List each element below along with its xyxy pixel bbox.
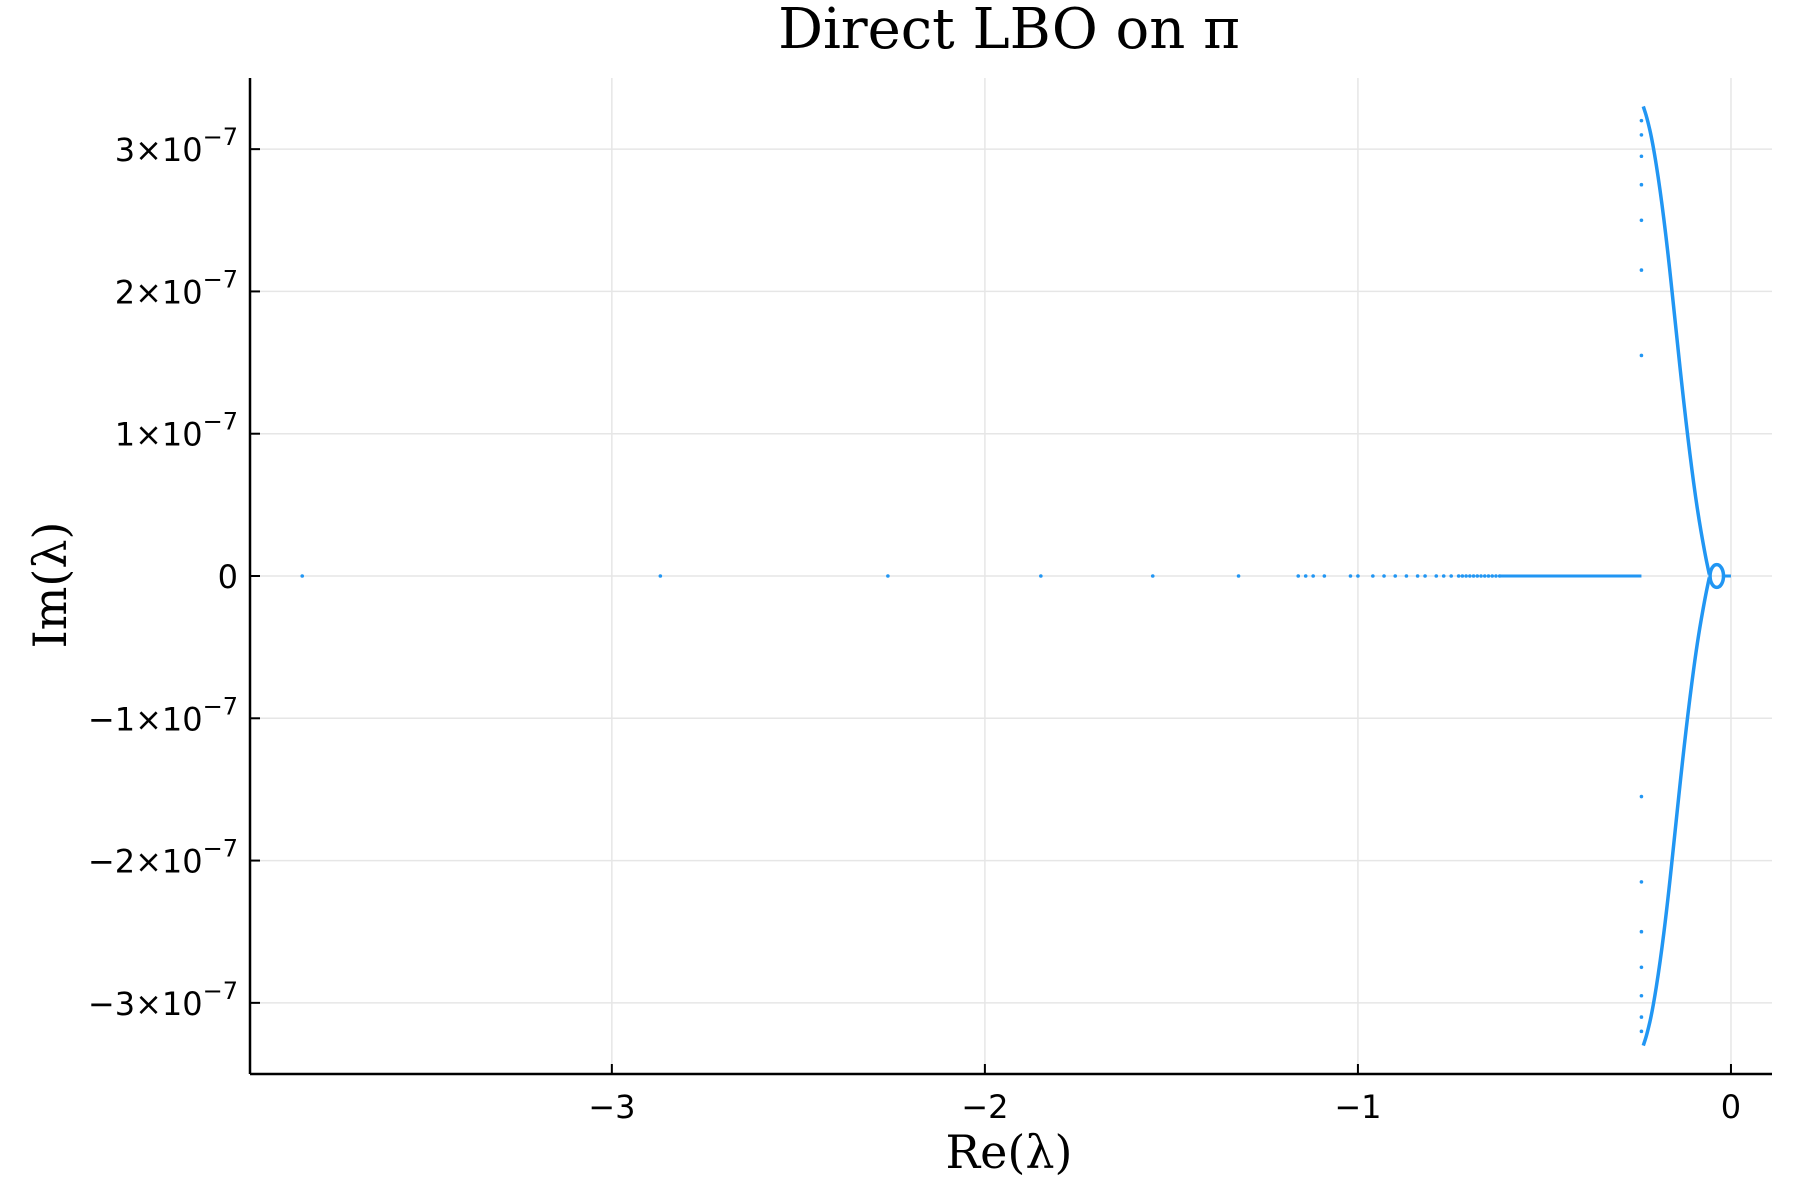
real-point-15 bbox=[1404, 574, 1409, 578]
y-tick-label-6: −3×10−7 bbox=[88, 977, 238, 1023]
vertical-point-2 bbox=[1639, 154, 1644, 159]
real-point-20 bbox=[1449, 574, 1453, 578]
real-point-6 bbox=[1296, 574, 1301, 578]
real-point-23 bbox=[1464, 574, 1468, 578]
grid bbox=[250, 78, 1772, 1074]
vertical-point-6 bbox=[1639, 353, 1644, 358]
vertical-point-3 bbox=[1639, 182, 1644, 187]
real-point-24 bbox=[1468, 574, 1472, 578]
y-tick-label-2: 1×10−7 bbox=[115, 408, 238, 454]
vertical-point-13 bbox=[1639, 1029, 1644, 1034]
x-tick-label-1: −2 bbox=[961, 1088, 1008, 1126]
upper-curve bbox=[1641, 105, 1712, 575]
y-tick-label-5: −2×10−7 bbox=[88, 835, 238, 881]
real-point-32 bbox=[1497, 574, 1502, 578]
y-tick-label-4: −1×10−7 bbox=[88, 692, 238, 738]
axes bbox=[248, 78, 1772, 1076]
small-loop bbox=[1708, 562, 1726, 590]
vertical-point-12 bbox=[1639, 1015, 1644, 1019]
real-point-7 bbox=[1303, 574, 1308, 578]
vertical-point-1 bbox=[1639, 133, 1644, 137]
real-point-5 bbox=[1236, 574, 1241, 578]
real-point-30 bbox=[1490, 574, 1495, 578]
vertical-point-7 bbox=[1639, 794, 1644, 799]
real-point-12 bbox=[1371, 574, 1375, 578]
vertical-point-4 bbox=[1639, 218, 1644, 223]
real-point-13 bbox=[1382, 574, 1386, 578]
real-point-14 bbox=[1393, 574, 1398, 578]
vertical-point-5 bbox=[1639, 268, 1644, 272]
y-tick-label-1: 2×10−7 bbox=[115, 265, 238, 311]
real-point-28 bbox=[1482, 574, 1487, 578]
real-point-19 bbox=[1441, 574, 1446, 578]
y-axis-label: Im(λ) bbox=[23, 522, 77, 649]
x-tick-label-2: −1 bbox=[1334, 1088, 1381, 1126]
lower-curve bbox=[1641, 577, 1712, 1047]
real-point-21 bbox=[1456, 574, 1461, 578]
real-point-9 bbox=[1322, 574, 1327, 578]
real-point-4 bbox=[1150, 574, 1155, 578]
real-point-10 bbox=[1348, 574, 1353, 578]
real-point-18 bbox=[1434, 574, 1439, 578]
real-point-11 bbox=[1356, 574, 1360, 578]
x-tick-label-0: −3 bbox=[588, 1088, 635, 1126]
real-point-17 bbox=[1423, 574, 1427, 578]
vertical-point-10 bbox=[1639, 965, 1644, 970]
real-point-0 bbox=[300, 574, 305, 578]
tick-labels: −3 −2 −1 0 3×10−7 2×10−7 1×10−7 0 −1×10−7 −2×10−7… bbox=[88, 123, 1741, 1126]
real-point-2 bbox=[886, 574, 890, 578]
x-tick-label-3: 0 bbox=[1721, 1088, 1741, 1126]
real-point-8 bbox=[1311, 574, 1315, 578]
y-tick-label-0: 3×10−7 bbox=[115, 123, 238, 169]
real-point-16 bbox=[1415, 574, 1420, 578]
chart-title: Direct LBO on π bbox=[778, 0, 1240, 62]
real-point-29 bbox=[1486, 574, 1491, 578]
real-point-25 bbox=[1471, 574, 1476, 578]
x-axis-label: Re(λ) bbox=[946, 1125, 1073, 1179]
y-tick-label-3: 0 bbox=[218, 558, 238, 596]
vertical-point-9 bbox=[1639, 929, 1644, 934]
real-point-22 bbox=[1460, 574, 1465, 578]
vertical-point-0 bbox=[1639, 118, 1644, 123]
real-point-26 bbox=[1475, 574, 1480, 578]
real-point-1 bbox=[658, 574, 663, 578]
real-point-27 bbox=[1479, 574, 1483, 578]
real-point-3 bbox=[1039, 574, 1043, 578]
vertical-point-8 bbox=[1639, 880, 1644, 884]
data-layer bbox=[300, 105, 1731, 1047]
real-point-31 bbox=[1494, 574, 1498, 578]
vertical-point-11 bbox=[1639, 993, 1644, 998]
